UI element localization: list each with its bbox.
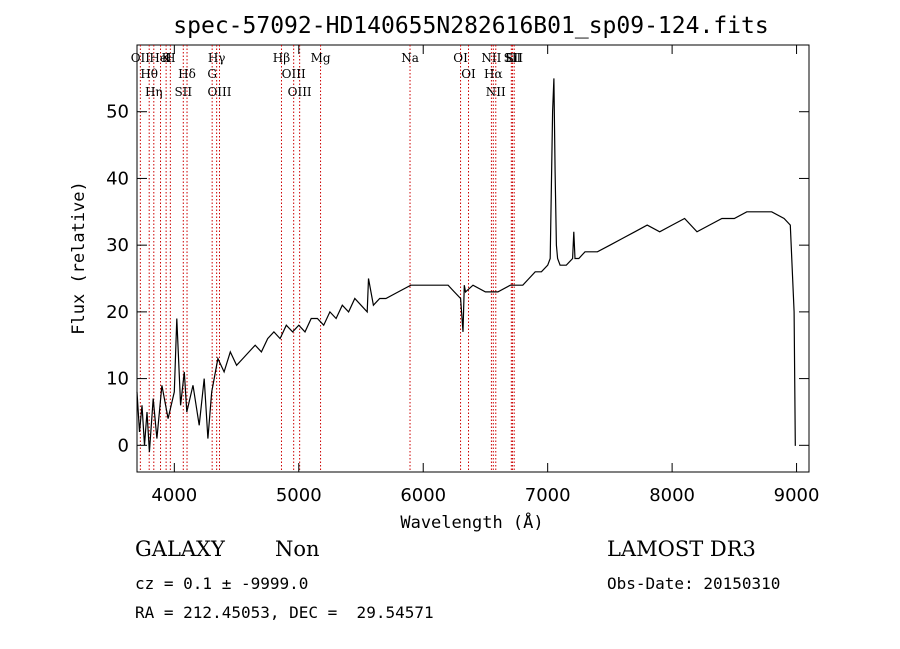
emission-line-label: OIII: [282, 67, 306, 81]
x-tick-label: 6000: [400, 485, 446, 506]
emission-line-label: SII: [504, 51, 522, 65]
x-tick-label: 4000: [151, 485, 197, 506]
survey-label: LAMOST DR3: [607, 537, 756, 561]
emission-line-label: Hη: [145, 85, 163, 99]
x-tick-label: 8000: [649, 485, 695, 506]
emission-line-label: OII: [131, 51, 151, 65]
x-axis-ticks: 4000 5000 6000 7000 8000 9000: [151, 45, 819, 506]
y-tick-label: 50: [106, 102, 129, 123]
emission-line-label: Hα: [484, 67, 503, 81]
x-tick-label: 7000: [525, 485, 571, 506]
y-tick-label: 0: [118, 435, 129, 456]
emission-line-label: SII: [174, 85, 192, 99]
x-tick-label: 9000: [774, 485, 820, 506]
y-tick-label: 20: [106, 302, 129, 323]
y-axis-label: Flux (relative): [69, 181, 89, 335]
emission-line-label: Hθ: [140, 67, 158, 81]
emission-line-label: H: [165, 51, 175, 65]
subclass-label: Non: [275, 537, 320, 561]
emission-line-label: Mg: [311, 51, 331, 65]
emission-line-label: Hδ: [178, 67, 196, 81]
emission-line-label: OIII: [207, 85, 231, 99]
spectrum-chart: spec-57092-HD140655N282616B01_sp09-124.f…: [69, 13, 819, 533]
radec-text: RA = 212.45053, DEC = 29.54571: [135, 603, 434, 622]
class-label: GALAXY: [135, 537, 225, 561]
x-tick-label: 5000: [276, 485, 322, 506]
spectrum-line: [136, 78, 796, 453]
obs-date-text: Obs-Date: 20150310: [607, 574, 781, 593]
x-axis-label: Wavelength (Å): [400, 511, 543, 533]
plot-frame: [136, 44, 810, 473]
y-tick-label: 10: [106, 369, 129, 390]
emission-line-label: K: [162, 51, 172, 65]
cz-text: cz = 0.1 ± -9999.0: [135, 574, 309, 593]
chart-title: spec-57092-HD140655N282616B01_sp09-124.f…: [173, 13, 768, 39]
emission-line-label: OI: [461, 67, 476, 81]
emission-line-label: G: [207, 67, 217, 81]
emission-line-label: SII: [505, 51, 523, 65]
emission-line-label: Hγ: [208, 51, 226, 65]
spectrum-series: [136, 78, 796, 453]
emission-line-label: Hβ: [273, 51, 290, 65]
emission-line-label: Na: [401, 51, 419, 65]
emission-line-label: NII: [481, 51, 501, 65]
emission-line-label: OI: [453, 51, 468, 65]
emission-line-label: Li: [505, 51, 517, 65]
emission-line-label: NII: [486, 85, 506, 99]
y-axis-ticks: 0 10 20 30 40 50: [106, 102, 809, 456]
y-tick-label: 40: [106, 168, 129, 189]
emission-line-label: OIII: [288, 85, 312, 99]
emission-line-markers: [139, 45, 515, 472]
emission-line-label: HeI: [149, 51, 172, 65]
y-tick-label: 30: [106, 235, 129, 256]
